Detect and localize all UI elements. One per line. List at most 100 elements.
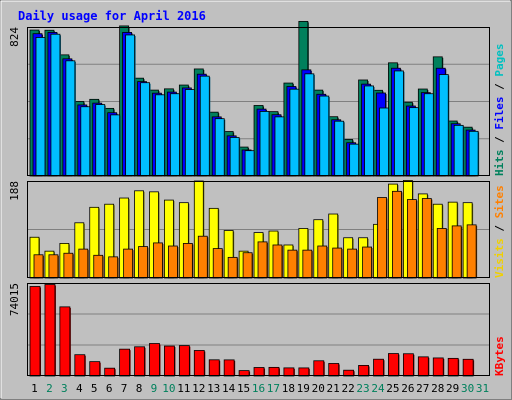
legend-text: Hits / Files / Pages [493,44,506,177]
day-label: 20 [312,382,325,395]
bar-s2-day-30 [468,130,479,177]
bar-s0-day-14 [223,359,235,377]
bar-s0-day-11 [178,345,190,377]
bar-s0-day-25 [388,353,399,377]
day-label: 10 [162,382,175,395]
bar-s1-day-13 [212,248,223,279]
bar-s0-day-3 [59,306,71,377]
day-label: 6 [106,382,113,395]
bar-s2-day-22 [349,143,360,177]
bar-s0-day-18 [283,367,295,377]
bar-s1-day-16 [257,241,268,279]
bar-s2-day-8 [140,82,150,177]
bar-s1-day-2 [48,254,59,279]
day-label: 21 [327,382,340,395]
bar-s2-day-10 [170,93,180,177]
day-label: 26 [401,382,414,395]
bar-s2-day-20 [319,95,330,177]
plot-frame [27,181,490,278]
day-label: 7 [121,382,128,395]
bar-s2-day-4 [80,106,91,177]
bar-s1-day-24 [377,197,387,279]
legend-item: KBytes [493,336,506,376]
legend-item: Hits [493,150,506,177]
bar-s2-day-26 [408,107,419,177]
bar-s0-day-4 [74,354,86,377]
legend-text: KBytes [493,336,506,376]
bar-s2-day-16 [259,111,270,177]
day-label: 24 [371,382,385,395]
bar-s1-day-11 [182,243,193,279]
kbytes-panel [27,283,490,377]
bar-s1-day-29 [451,225,462,279]
bar-s1-day-12 [197,235,208,279]
bar-s0-day-2 [44,284,56,377]
bar-s2-day-28 [438,74,449,177]
legend-item: Files [493,97,506,130]
day-label: 2 [46,382,53,395]
plot-frame [27,27,490,176]
bar-s2-day-17 [274,116,285,177]
y-max-label-kbytes: 74015 [8,283,21,316]
bar-s0-day-12 [193,350,205,377]
day-label: 30 [461,382,474,395]
bar-s1-day-6 [108,256,119,279]
day-label: 16 [252,382,265,395]
bar-s1-day-22 [347,248,358,279]
bar-s0-day-16 [253,367,265,377]
day-label: 29 [446,382,459,395]
bar-s2-day-9 [155,94,165,177]
bar-s0-day-23 [358,365,369,377]
bar-s0-day-9 [149,343,160,377]
chart-title: Daily usage for April 2016 [18,9,206,23]
bar-s1-day-25 [392,190,402,279]
bar-s0-day-10 [164,345,175,377]
bar-s0-day-27 [417,356,429,377]
x-axis-day-labels: 1 2 3 4 5 6 7 8 9 10 11 12 13 14 15 16 17 18 19 20 21 22 23 24 2… [31,382,489,395]
bar-s0-day-13 [208,359,220,377]
bar-s2-day-23 [364,85,374,177]
bar-s1-day-4 [78,248,89,279]
bar-s0-day-30 [462,358,474,377]
legend-item: / [493,130,506,150]
bar-s1-day-28 [436,228,447,279]
legend-visits-sites: Visits / Sites [493,185,506,278]
bar-s1-day-20 [317,245,328,279]
day-label: 5 [91,382,98,395]
bar-s2-day-19 [304,73,315,177]
bar-s2-day-2 [50,33,61,177]
day-label: 28 [431,382,444,395]
bar-s2-day-27 [423,93,434,177]
legend-item: / [493,218,506,238]
bar-s0-day-5 [89,361,101,377]
day-label: 11 [177,382,190,395]
bar-s1-day-30 [466,224,477,279]
day-label: 14 [222,382,236,395]
bar-s0-day-20 [313,360,325,377]
day-label: 19 [297,382,310,395]
legend-hits-files-pages: Hits / Files / Pages [493,44,506,177]
bar-s2-day-18 [289,88,300,177]
bar-s1-day-23 [362,246,372,279]
bar-s1-day-15 [242,252,253,279]
bar-s0-day-26 [402,353,414,377]
bar-s2-day-25 [394,70,404,177]
day-label: 1 [31,382,38,395]
bar-s1-day-3 [63,252,74,279]
bar-s2-day-21 [334,120,345,177]
day-label: 22 [341,382,354,395]
bar-s0-day-29 [447,357,459,377]
bar-s1-day-9 [153,242,163,279]
bar-s1-day-8 [138,246,148,279]
bar-s2-day-5 [95,104,106,177]
day-label: 27 [416,382,429,395]
bar-s2-day-1 [35,37,46,177]
legend-item: Pages [493,44,506,77]
bar-s2-day-11 [184,89,195,177]
visits-sites-panel [27,180,490,279]
bar-s0-day-24 [373,358,384,377]
bar-s2-day-7 [125,34,136,177]
day-label: 8 [136,382,143,395]
bar-s0-day-19 [298,367,310,377]
